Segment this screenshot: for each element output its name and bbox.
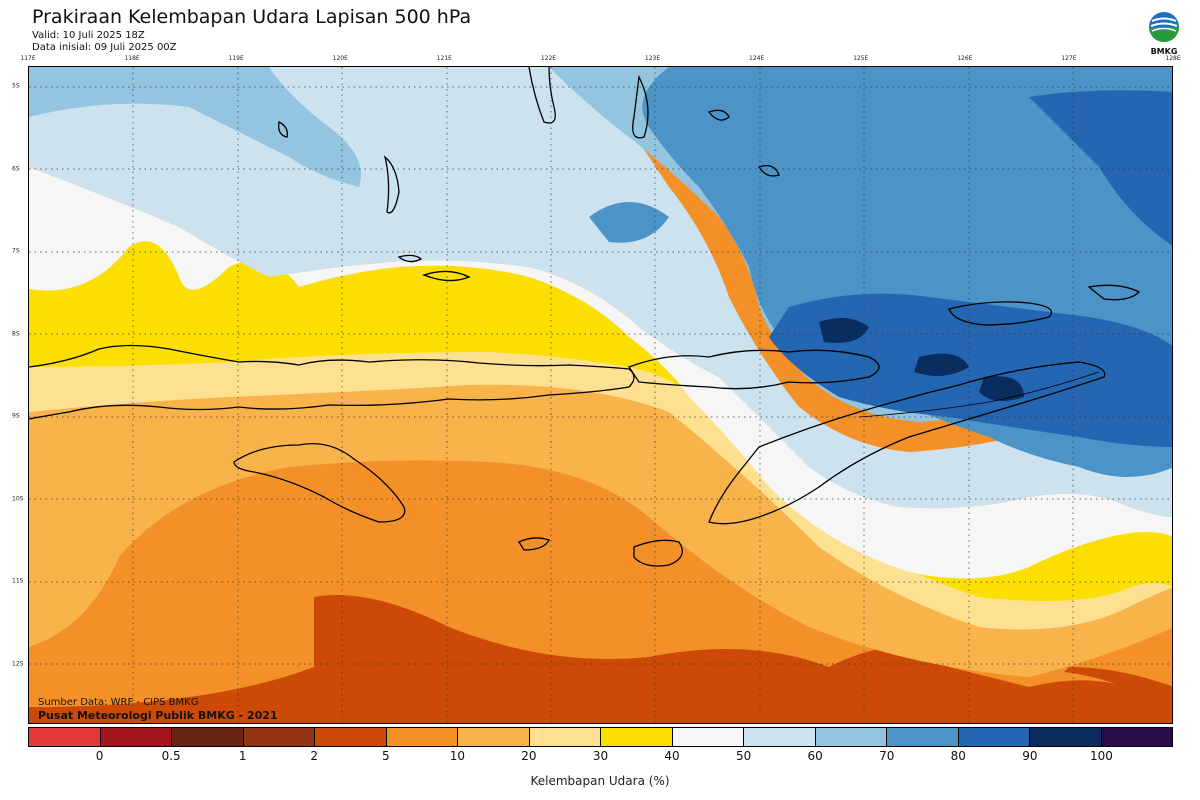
humidity-band-50-60 (29, 167, 1172, 579)
sumba-coast (233, 442, 406, 523)
bmkg-logo-text: BMKG (1150, 47, 1178, 56)
colorbar-label: Kelembapan Udara (%) (530, 774, 670, 788)
colorbar-segment (29, 728, 101, 746)
latitude-label: 5S (12, 82, 20, 90)
longitude-label: 125E (853, 55, 869, 62)
longitude-label: 124E (749, 55, 765, 62)
latitude-label: 11S (12, 577, 24, 585)
colorbar-segment (744, 728, 816, 746)
longitude-label: 119E (228, 55, 244, 62)
timor-coast (708, 361, 1106, 525)
colorbar-segment (672, 728, 744, 746)
lombok-sumbawa-coast (29, 344, 635, 420)
colorbar-segment (601, 728, 673, 746)
wetar-coast (1087, 284, 1141, 301)
longitude-label: 122E (540, 55, 557, 62)
valid-time: Valid: 10 Juli 2025 18Z (32, 30, 145, 41)
small-islands-west (278, 121, 288, 138)
colorbar-tick-label: 90 (1022, 749, 1038, 763)
colorbar-segment (1101, 728, 1172, 746)
colorbar-segment (243, 728, 315, 746)
colorbar-tick-label: 0.5 (161, 749, 181, 763)
colorbar-tick-label: 60 (807, 749, 823, 763)
colorbar-segment (529, 728, 601, 746)
colorbar-tick-label: 40 (664, 749, 680, 763)
longitude-label: 121E (436, 55, 452, 62)
colorbar-tick-label: 2 (310, 749, 319, 763)
humidity-band-60-70 (29, 67, 1172, 517)
longitude-label: 120E (332, 55, 348, 62)
colorbar-tick-label: 1 (238, 749, 247, 763)
colorbar-tick-label: 80 (950, 749, 966, 763)
longitude-label: 123E (644, 55, 661, 62)
map-title: Prakiraan Kelembapan Udara Lapisan 500 h… (32, 6, 472, 28)
colorbar-tick-label: 100 (1089, 749, 1113, 763)
longitude-label: 118E (124, 55, 140, 62)
colorbar-segment (1030, 728, 1102, 746)
colorbar-segment (815, 728, 887, 746)
colorbar-tick-label: 50 (735, 749, 752, 763)
colorbar-tick-label: 20 (521, 749, 537, 763)
colorbar (28, 727, 1173, 747)
latitude-label: 12S (12, 660, 24, 667)
coastlines (29, 67, 1141, 567)
colorbar-segment (887, 728, 959, 746)
colorbar-segment (386, 728, 458, 746)
colorbar-tick-label: 0 (95, 749, 104, 763)
longitude-label: 117E (20, 55, 36, 62)
humidity-map (28, 66, 1173, 724)
latitude-label: 9S (12, 412, 20, 420)
colorbar-tick-label: 5 (381, 749, 390, 763)
latitude-label: 8S (12, 330, 20, 337)
colorbar-segment (315, 728, 387, 746)
selayar-coast (383, 155, 400, 214)
humidity-band-90-100 (769, 293, 1172, 447)
latitude-label: 6S (12, 165, 20, 172)
humidity-band-20-30 (29, 337, 1172, 677)
map-grid (29, 67, 1172, 723)
alor-coast (948, 301, 1053, 326)
colorbar-tick-label: 30 (592, 749, 609, 763)
data-source-credit: Sumber Data: WRF - CIPS BMKG (38, 697, 199, 708)
province-border (858, 371, 1100, 418)
latitude-label: 10S (12, 495, 24, 502)
latitude-label: 7S (12, 247, 20, 255)
initial-data-time: Data inisial: 09 Juli 2025 00Z (32, 42, 177, 53)
longitude-label: 126E (957, 55, 973, 62)
colorbar-tick-label: 10 (449, 749, 466, 763)
colorbar-segment (100, 728, 172, 746)
humidity-band-40-50 (29, 241, 1172, 601)
colorbar-segment (172, 728, 244, 746)
flores-coast (628, 349, 880, 390)
bmkg-logo-icon (1143, 8, 1185, 58)
rote-coast (633, 539, 683, 567)
colorbar-segment (458, 728, 530, 746)
colorbar-tick-label: 70 (879, 749, 895, 763)
longitude-label: 128E (1165, 55, 1181, 62)
humidity-band-5-10 (29, 595, 1172, 723)
sulawesi-tip (528, 67, 556, 124)
sawu-coast (518, 537, 550, 551)
colorbar-segment (958, 728, 1030, 746)
humidity-core-max (819, 318, 869, 343)
longitude-label: 127E (1061, 55, 1077, 62)
organization-credit: Pusat Meteorologi Publik BMKG - 2021 (38, 709, 278, 722)
